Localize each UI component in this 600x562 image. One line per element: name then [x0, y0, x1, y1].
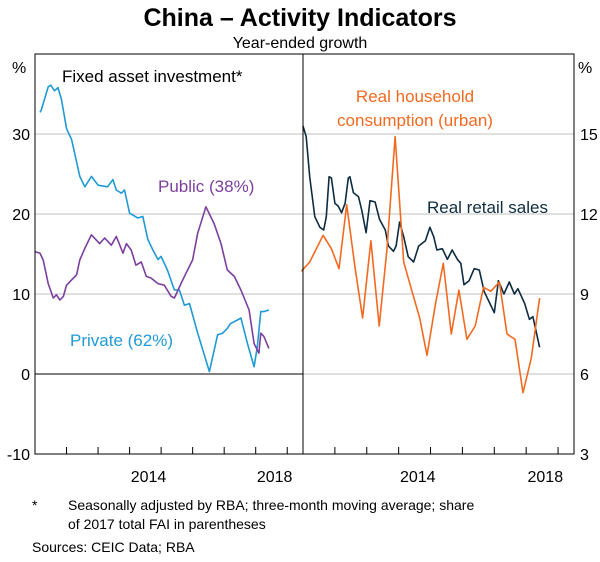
right-x-tick-label: 2018	[528, 469, 564, 486]
left-y-tick-label: 30	[12, 127, 30, 144]
footnote-marker: *	[32, 497, 38, 513]
right-y-unit: %	[578, 60, 592, 77]
public-series-line	[34, 206, 270, 354]
right-y-tick-label: 3	[580, 447, 589, 464]
right-y-tick-label: 15	[580, 127, 598, 144]
left-y-unit: %	[12, 60, 26, 77]
retail-series-label: Real retail sales	[427, 198, 548, 217]
left-panel-title: Fixed asset investment*	[62, 67, 243, 86]
public-series-label: Public (38%)	[158, 177, 254, 196]
private-series-label: Private (62%)	[70, 331, 173, 350]
left-y-tick-label: 0	[21, 367, 30, 384]
footnote-line2: of 2017 total FAI in parentheses	[68, 516, 266, 532]
household-series-label-line1: Real household	[356, 87, 474, 106]
chart-title: China – Activity Indicators	[143, 4, 456, 32]
right-y-tick-label: 12	[580, 207, 598, 224]
right-y-tick-label: 9	[580, 287, 589, 304]
left-y-tick-label: 20	[12, 207, 30, 224]
right-y-tick-label: 6	[580, 367, 589, 384]
chart-subtitle: Year-ended growth	[233, 35, 368, 52]
private-series-line	[39, 84, 270, 373]
retail-series-line	[302, 125, 541, 348]
left-y-tick-label: 10	[12, 287, 30, 304]
footnote-line1: Seasonally adjusted by RBA; three-month …	[68, 497, 474, 513]
left-x-tick-label: 2018	[257, 469, 293, 486]
household-series-label-line2: consumption (urban)	[337, 111, 493, 130]
household-series-line	[300, 135, 541, 394]
left-y-tick-label: -10	[7, 447, 30, 464]
right-x-tick-label: 2014	[400, 469, 436, 486]
left-x-tick-label: 2014	[131, 469, 167, 486]
plot-frame	[34, 53, 575, 455]
sources-note: Sources: CEIC Data; RBA	[32, 539, 195, 555]
